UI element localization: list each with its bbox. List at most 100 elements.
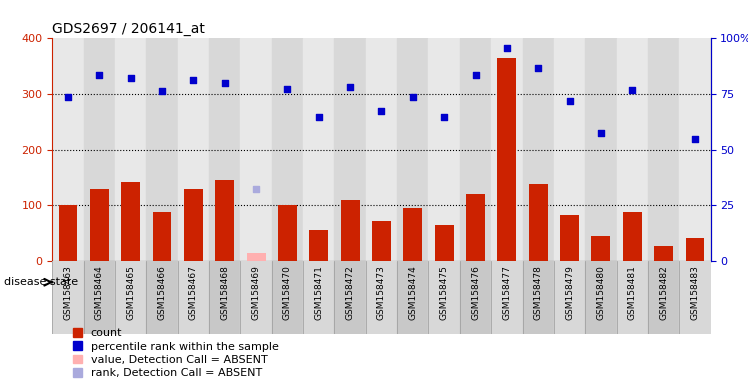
Text: GSM158475: GSM158475 [440, 265, 449, 319]
Bar [623, 212, 642, 261]
Bar [554, 261, 585, 334]
Text: GSM158483: GSM158483 [690, 265, 699, 319]
Point [250, 186, 262, 192]
Bar [497, 58, 516, 261]
Text: GSM158471: GSM158471 [314, 265, 323, 319]
Bar [58, 205, 78, 261]
Bar [115, 261, 147, 334]
Point [626, 86, 638, 93]
Bar [52, 261, 84, 334]
Bar [397, 38, 429, 261]
Point [595, 130, 607, 136]
Bar [341, 200, 360, 261]
Bar [303, 38, 334, 261]
Point [563, 98, 575, 104]
Bar [366, 38, 397, 261]
Text: GSM158476: GSM158476 [471, 265, 480, 319]
Bar [334, 261, 366, 334]
Bar [372, 221, 391, 261]
Bar [460, 269, 711, 296]
Bar [429, 38, 460, 261]
Bar [310, 230, 328, 261]
Bar [247, 253, 266, 261]
Text: GSM158473: GSM158473 [377, 265, 386, 319]
Bar [654, 245, 673, 261]
Bar [523, 38, 554, 261]
Bar [147, 38, 178, 261]
Bar [52, 269, 460, 296]
Text: GSM158472: GSM158472 [346, 265, 355, 319]
Text: GSM158468: GSM158468 [220, 265, 229, 319]
Text: GSM158474: GSM158474 [408, 265, 417, 319]
Bar [523, 261, 554, 334]
Point [313, 114, 325, 121]
Bar [303, 261, 334, 334]
Bar [648, 261, 679, 334]
Bar [429, 261, 460, 334]
Bar [115, 38, 147, 261]
Bar [435, 225, 453, 261]
Text: disease state: disease state [4, 277, 78, 287]
Bar [272, 38, 303, 261]
Point [689, 136, 701, 142]
Bar [491, 261, 523, 334]
Text: GSM158481: GSM158481 [628, 265, 637, 319]
Bar [147, 261, 178, 334]
Bar [529, 184, 548, 261]
Bar [648, 38, 679, 261]
Point [62, 94, 74, 100]
Point [407, 94, 419, 100]
Text: GSM158478: GSM158478 [534, 265, 543, 319]
Bar [90, 189, 108, 261]
Bar [592, 236, 610, 261]
Text: GSM158467: GSM158467 [189, 265, 198, 319]
Bar [554, 38, 585, 261]
Bar [215, 180, 234, 261]
Legend: count, percentile rank within the sample, value, Detection Call = ABSENT, rank, : count, percentile rank within the sample… [73, 328, 278, 379]
Text: normal: normal [234, 276, 278, 289]
Text: GSM158469: GSM158469 [251, 265, 260, 319]
Bar [178, 261, 209, 334]
Bar [616, 38, 648, 261]
Point [218, 80, 230, 86]
Point [156, 88, 168, 94]
Point [344, 84, 356, 91]
Bar [209, 261, 240, 334]
Text: GSM158465: GSM158465 [126, 265, 135, 319]
Bar [397, 261, 429, 334]
Text: GSM158464: GSM158464 [95, 265, 104, 319]
Point [125, 75, 137, 81]
Text: GSM158480: GSM158480 [596, 265, 605, 319]
Bar [466, 194, 485, 261]
Bar [153, 212, 171, 261]
Bar [491, 38, 523, 261]
Point [533, 65, 545, 71]
Point [375, 108, 387, 114]
Bar [585, 38, 616, 261]
Bar [121, 182, 140, 261]
Bar [460, 261, 491, 334]
Bar [240, 261, 272, 334]
Bar [84, 38, 115, 261]
Text: GDS2697 / 206141_at: GDS2697 / 206141_at [52, 22, 205, 36]
Bar [272, 261, 303, 334]
Text: GSM158482: GSM158482 [659, 265, 668, 319]
Bar [679, 261, 711, 334]
Bar [334, 38, 366, 261]
Point [438, 114, 450, 121]
Bar [679, 38, 711, 261]
Text: teratozoospermia: teratozoospermia [530, 276, 640, 289]
Bar [84, 261, 115, 334]
Bar [460, 38, 491, 261]
Bar [403, 208, 422, 261]
Bar [209, 38, 240, 261]
Bar [685, 238, 705, 261]
Text: GSM158477: GSM158477 [503, 265, 512, 319]
Text: GSM158470: GSM158470 [283, 265, 292, 319]
Bar [240, 38, 272, 261]
Bar [585, 261, 616, 334]
Bar [366, 261, 397, 334]
Text: GSM158463: GSM158463 [64, 265, 73, 319]
Bar [184, 189, 203, 261]
Point [470, 71, 482, 78]
